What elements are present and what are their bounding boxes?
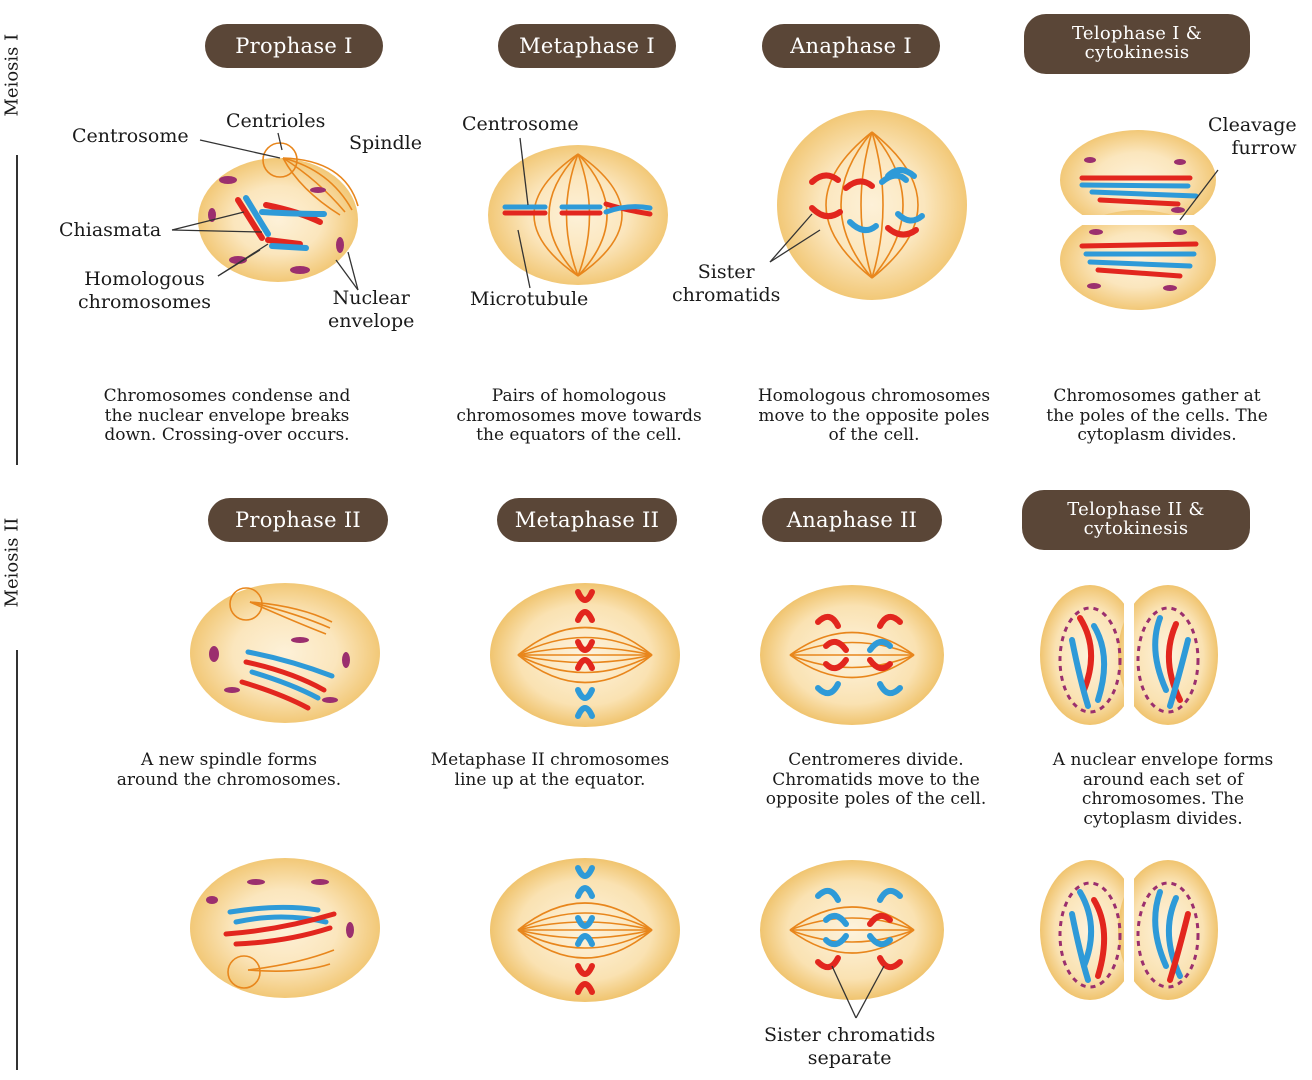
caption-telophase-i: Chromosomes gather at the poles of the c… (1046, 386, 1268, 446)
label-centrioles: Centrioles (226, 110, 326, 132)
caption-anaphase-ii: Centromeres divide. Chromatids move to t… (765, 750, 987, 810)
label-centrosome-prophase-i: Centrosome (72, 125, 189, 147)
label-cleavage-furrow: Cleavage furrow (1208, 114, 1297, 159)
cell-telophase-ii-bottom (1040, 860, 1218, 1000)
label-microtubule: Microtubule (470, 288, 589, 310)
cell-prophase-ii-bottom (190, 858, 380, 998)
stage-telophase-i: Telophase I & cytokinesis (1024, 14, 1250, 74)
stage-metaphase-i: Metaphase I (498, 24, 676, 68)
cell-metaphase-i (488, 137, 668, 289)
caption-telophase-ii: A nuclear envelope forms around each set… (1052, 750, 1274, 829)
stage-prophase-i: Prophase I (205, 24, 383, 68)
caption-metaphase-ii: Metaphase II chromosomes line up at the … (430, 750, 670, 790)
row-divider-meiosis-i (16, 155, 18, 465)
stage-anaphase-i: Anaphase I (762, 24, 940, 68)
row-label-meiosis-ii: Meiosis II (1, 517, 23, 608)
cell-metaphase-ii (490, 583, 680, 727)
caption-anaphase-i: Homologous chromosomes move to the oppos… (757, 386, 991, 446)
row-label-meiosis-i: Meiosis I (1, 33, 23, 117)
caption-prophase-ii: A new spindle forms around the chromosom… (116, 750, 342, 790)
label-chiasmata: Chiasmata (59, 219, 162, 241)
label-homologous-chromosomes: Homologous chromosomes (78, 268, 212, 313)
stage-prophase-ii: Prophase II (208, 498, 388, 542)
cell-anaphase-i (769, 110, 967, 300)
cell-prophase-i (171, 132, 359, 291)
label-nuclear-envelope: Nuclear envelope (328, 287, 415, 332)
stage-anaphase-ii: Anaphase II (762, 498, 942, 542)
cell-metaphase-ii-bottom (490, 858, 680, 1002)
cell-telophase-i (1060, 130, 1219, 310)
label-sister-chromatids: Sister chromatids (672, 261, 781, 306)
caption-metaphase-i: Pairs of homologous chromosomes move tow… (456, 386, 702, 446)
cell-prophase-ii (190, 583, 380, 723)
caption-prophase-i: Chromosomes condense and the nuclear env… (103, 386, 351, 446)
label-centrosome-metaphase-i: Centrosome (462, 113, 579, 135)
label-sister-chromatids-separate: Sister chromatids separate (764, 1024, 936, 1069)
cell-telophase-ii (1040, 585, 1218, 725)
label-spindle: Spindle (349, 132, 422, 154)
cell-anaphase-ii (760, 585, 944, 725)
cell-anaphase-ii-bottom (760, 860, 944, 1019)
stage-metaphase-ii: Metaphase II (497, 498, 677, 542)
row-divider-meiosis-ii (16, 650, 18, 1070)
stage-telophase-ii: Telophase II & cytokinesis (1022, 490, 1250, 550)
